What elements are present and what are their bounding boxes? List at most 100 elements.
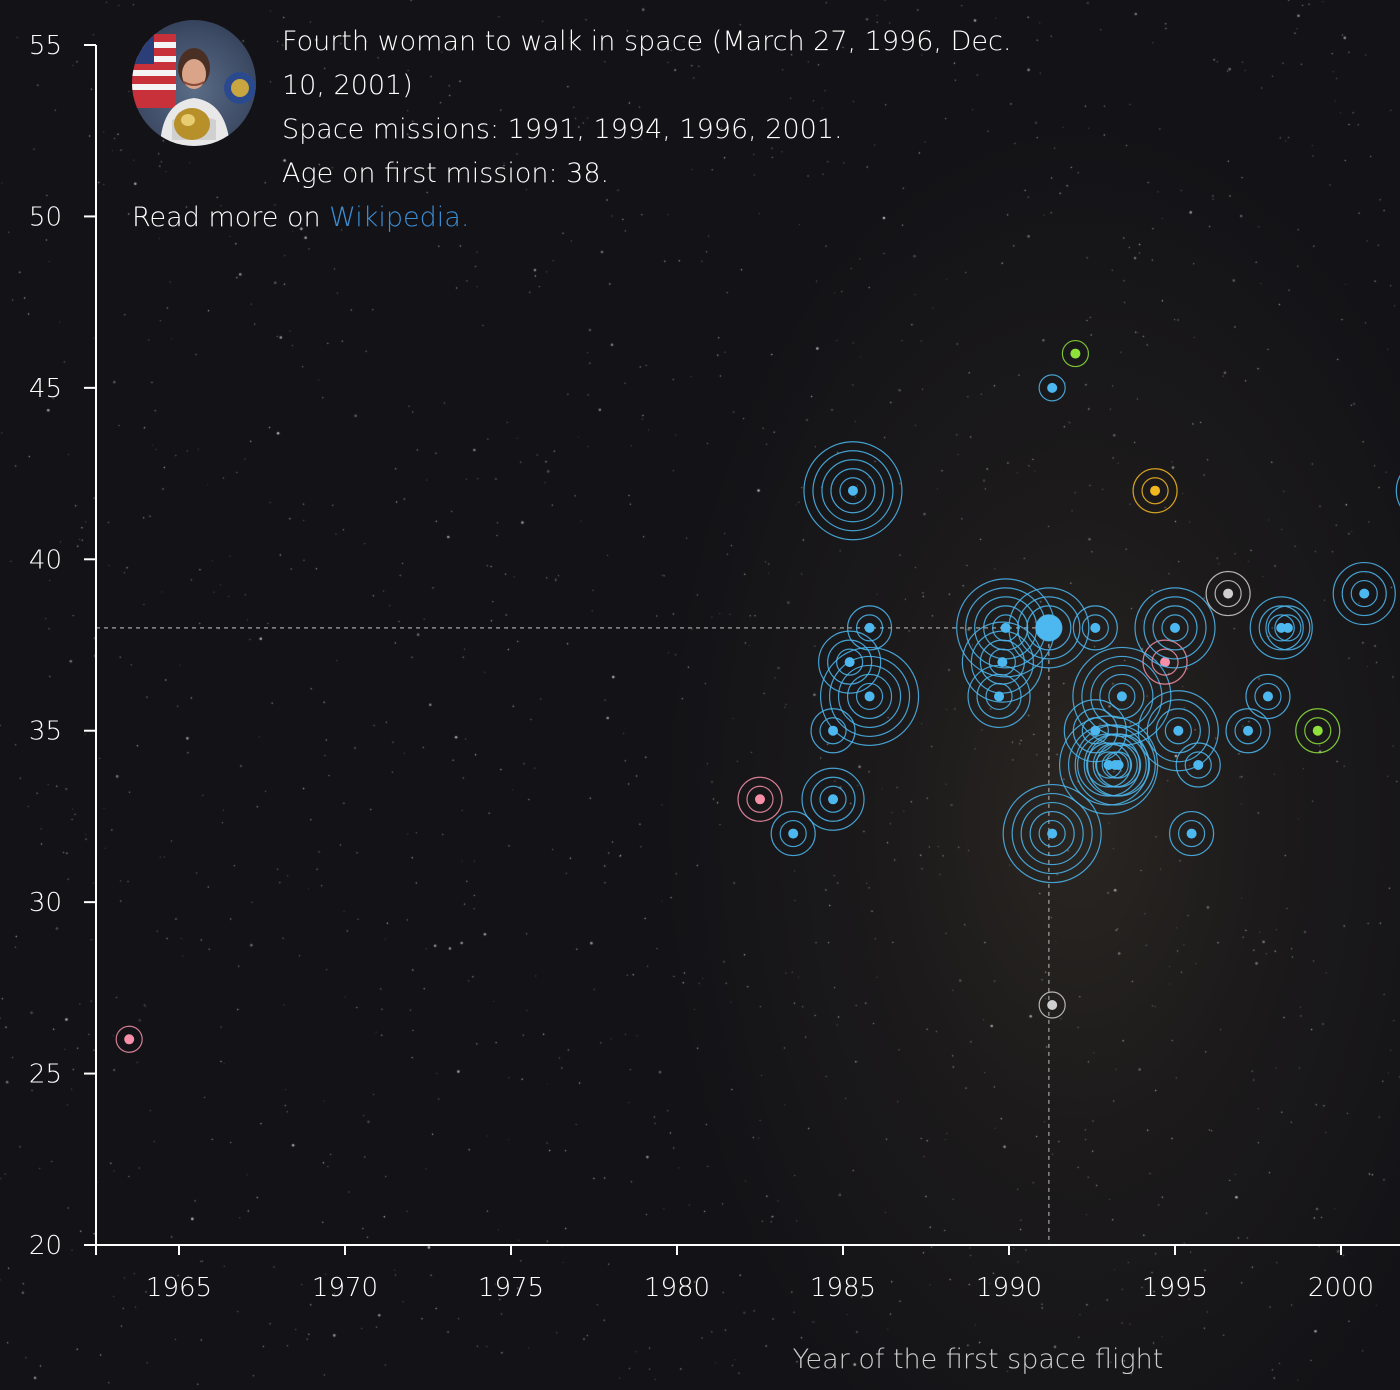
astronaut-dot <box>828 725 839 736</box>
mission-ring <box>992 614 1020 642</box>
mission-ring <box>1168 810 1215 857</box>
mission-ring <box>1395 474 1400 507</box>
mission-ring <box>839 477 867 505</box>
astronaut-point <box>1249 596 1313 660</box>
mission-ring <box>1141 477 1169 505</box>
mission-ring <box>1175 742 1221 788</box>
astronaut-point <box>1134 587 1216 669</box>
mission-ring <box>1177 819 1206 848</box>
astronaut-dot <box>1070 348 1081 359</box>
data-points <box>115 339 1400 1053</box>
astronaut-dot <box>1262 691 1273 702</box>
mission-ring <box>836 648 864 676</box>
y-tick-label: 50 <box>29 202 62 232</box>
astronaut-point <box>801 767 865 831</box>
astronaut-dot <box>1193 760 1204 770</box>
mission-ring <box>1184 751 1212 779</box>
mission-ring <box>1249 596 1313 660</box>
mission-ring <box>828 655 911 738</box>
mission-ring <box>819 717 847 745</box>
astronaut-point <box>846 605 893 651</box>
mission-ring <box>779 819 807 848</box>
mission-ring <box>1011 792 1093 875</box>
mission-ring <box>812 450 894 532</box>
read-more-prefix: Read more on <box>132 202 321 233</box>
mission-ring <box>1132 468 1178 514</box>
astronaut-point <box>1265 605 1311 651</box>
astronaut-dot <box>1160 657 1171 668</box>
astronaut-point <box>1038 374 1066 402</box>
astronaut-point <box>1142 639 1188 685</box>
mission-ring <box>1072 646 1172 747</box>
astronaut-point <box>810 708 856 754</box>
astronaut-dot <box>1223 588 1234 599</box>
mission-ring <box>1137 690 1219 772</box>
mission-ring <box>855 614 884 642</box>
astronaut-point <box>1175 742 1221 788</box>
astronaut-point <box>1332 561 1396 626</box>
astronaut-dot <box>755 794 765 805</box>
mission-ring <box>1038 991 1066 1019</box>
mission-ring <box>1008 587 1090 669</box>
astronaut-dot <box>1312 725 1323 736</box>
mission-ring <box>803 441 903 541</box>
astronaut-point <box>1168 810 1215 857</box>
x-tick-label: 1985 <box>810 1273 876 1303</box>
mission-ring <box>1026 605 1072 651</box>
astronaut-dot <box>788 828 799 839</box>
x-tick-label: 1965 <box>146 1273 212 1303</box>
mission-ring <box>1081 614 1109 642</box>
mission-ring <box>1245 673 1291 720</box>
mission-ring <box>1155 708 1201 754</box>
mission-ring <box>1205 570 1251 617</box>
astronaut-point <box>115 1025 143 1053</box>
astronaut-dot <box>1090 622 1101 633</box>
mission-ring <box>1090 664 1154 729</box>
y-tick-label: 20 <box>29 1231 62 1261</box>
mission-ring <box>1254 682 1282 711</box>
mission-ring <box>1267 614 1295 642</box>
astronaut-dot <box>1116 691 1127 702</box>
x-tick-label: 1990 <box>976 1273 1042 1303</box>
mission-ring <box>1350 579 1378 608</box>
mission-ring <box>819 646 920 747</box>
x-tick-label: 1970 <box>312 1273 378 1303</box>
astronaut-dot <box>1170 622 1180 633</box>
astronaut-avatar <box>132 20 256 146</box>
astronaut-dot <box>1150 485 1161 496</box>
mission-ring <box>983 605 1029 651</box>
y-tick-label: 30 <box>29 888 62 918</box>
astronaut-dot <box>847 485 858 496</box>
mission-ring <box>855 682 884 711</box>
mission-ring <box>1038 374 1066 402</box>
highlight-guides <box>96 627 1050 1245</box>
wikipedia-link[interactable]: Wikipedia. <box>329 202 470 233</box>
mission-ring <box>819 785 847 813</box>
mission-ring <box>770 810 816 857</box>
mission-ring <box>1063 699 1127 763</box>
astronaut-dot <box>1000 622 1011 633</box>
astronaut-point <box>737 776 783 822</box>
astronaut-point <box>1137 690 1219 772</box>
astronaut-dot <box>1047 828 1058 839</box>
astronaut-dot <box>828 794 839 805</box>
astronaut-dot <box>864 691 875 702</box>
mission-ring <box>801 767 865 831</box>
mission-ring <box>1143 596 1207 660</box>
astronaut-point <box>1295 708 1341 754</box>
mission-ring <box>1225 708 1271 754</box>
mission-ring <box>115 1025 143 1053</box>
y-tick-label: 25 <box>29 1060 62 1090</box>
astronaut-point <box>1132 468 1178 514</box>
mission-ring <box>1152 605 1198 651</box>
mission-ring <box>1085 742 1132 788</box>
mission-ring <box>1265 605 1311 651</box>
astronaut-dot <box>997 657 1008 668</box>
mission-ring <box>1020 801 1084 866</box>
astronaut-point <box>1205 570 1251 617</box>
mission-ring <box>1081 655 1163 738</box>
astronaut-dot <box>1359 588 1370 599</box>
mission-ring <box>810 708 856 754</box>
mission-ring <box>1038 819 1066 848</box>
